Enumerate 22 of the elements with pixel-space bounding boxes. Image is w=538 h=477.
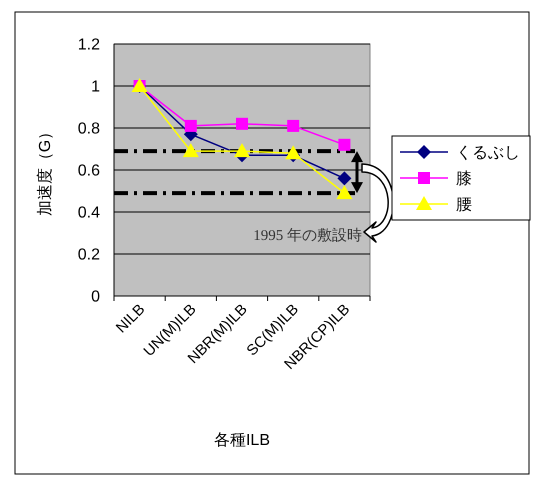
y-tick-label: 0.2 <box>78 246 100 264</box>
y-tick-label: 1.2 <box>78 36 100 54</box>
point <box>337 171 352 186</box>
point <box>338 138 350 151</box>
point <box>336 185 352 200</box>
y-tick-label: 1 <box>91 78 100 96</box>
point <box>287 120 300 132</box>
x-axis-title: 各種ILB <box>214 432 270 449</box>
point <box>234 143 250 158</box>
y-tick-label: 0.6 <box>78 162 100 180</box>
y-tick-label: 0 <box>91 288 100 306</box>
point <box>184 120 197 132</box>
legend-label: くるぶし <box>456 144 520 162</box>
point <box>236 118 248 130</box>
point <box>285 145 302 160</box>
y-tick-label: 0.4 <box>78 204 100 222</box>
annotation: 1995 年の敷設時 <box>253 227 362 244</box>
legend-label: 腰 <box>456 196 472 214</box>
point <box>182 143 199 158</box>
y-tick-label: 0.8 <box>78 120 100 138</box>
y-axis-title: 加速度（G） <box>36 124 54 216</box>
legend-label: 膝 <box>456 170 472 188</box>
